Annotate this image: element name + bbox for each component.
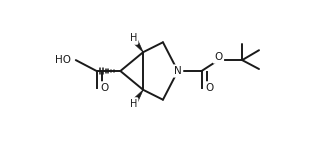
Text: H: H bbox=[130, 33, 137, 43]
Text: HO: HO bbox=[55, 55, 71, 65]
Text: N: N bbox=[174, 66, 182, 76]
Text: O: O bbox=[214, 52, 222, 62]
Polygon shape bbox=[131, 36, 143, 52]
Text: H: H bbox=[130, 99, 137, 109]
Polygon shape bbox=[131, 90, 143, 106]
Text: O: O bbox=[205, 83, 214, 93]
Text: O: O bbox=[100, 83, 109, 93]
